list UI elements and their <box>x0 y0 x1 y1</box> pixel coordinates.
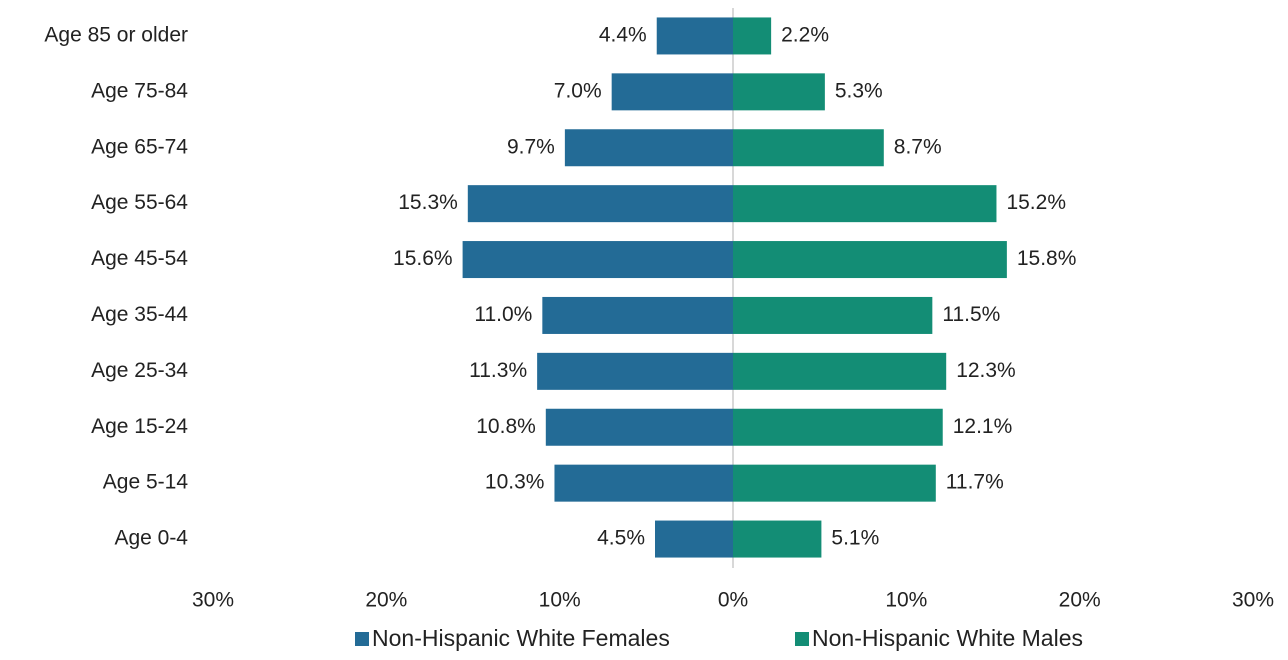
value-label: 9.7% <box>507 135 555 158</box>
category-label: Age 15-24 <box>91 415 188 438</box>
value-label: 2.2% <box>781 23 829 46</box>
value-label: 4.4% <box>599 23 647 46</box>
legend-swatch <box>795 632 809 646</box>
bar <box>462 241 733 279</box>
value-label: 5.3% <box>835 79 883 102</box>
bar <box>733 296 933 334</box>
bar <box>733 464 936 502</box>
bar <box>655 520 733 558</box>
value-label: 15.8% <box>1017 247 1077 270</box>
category-label: Age 35-44 <box>91 303 188 326</box>
bar <box>733 185 997 223</box>
value-label: 11.3% <box>469 359 527 382</box>
legend-label: Non-Hispanic White Females <box>372 625 670 651</box>
category-label: Age 45-54 <box>91 247 188 270</box>
value-label: 15.3% <box>398 191 458 214</box>
x-tick-label: 30% <box>1232 589 1274 612</box>
bar <box>733 408 943 446</box>
bar <box>733 520 822 558</box>
x-tick-label: 10% <box>539 589 581 612</box>
value-label: 15.6% <box>393 247 453 270</box>
value-label: 7.0% <box>554 79 602 102</box>
bar <box>542 296 733 334</box>
value-label: 15.2% <box>1006 191 1066 214</box>
legend-label: Non-Hispanic White Males <box>812 625 1083 651</box>
bar <box>733 241 1007 279</box>
x-tick-label: 20% <box>365 589 407 612</box>
value-label: 12.3% <box>956 359 1016 382</box>
bar <box>733 129 884 167</box>
x-tick-label: 30% <box>192 589 234 612</box>
x-tick-label: 0% <box>718 589 748 612</box>
value-label: 10.3% <box>485 471 545 494</box>
bar <box>733 17 772 55</box>
value-label: 10.8% <box>476 415 536 438</box>
category-label: Age 85 or older <box>44 23 188 46</box>
bar <box>733 73 825 111</box>
x-tick-label: 10% <box>885 589 927 612</box>
value-label: 11.7% <box>946 471 1004 494</box>
value-label: 4.5% <box>597 527 645 550</box>
bar <box>564 129 733 167</box>
bar <box>611 73 733 111</box>
value-label: 11.5% <box>942 303 1000 326</box>
category-label: Age 55-64 <box>91 191 188 214</box>
category-label: Age 75-84 <box>91 79 188 102</box>
category-label: Age 25-34 <box>91 359 188 382</box>
bar <box>467 185 733 223</box>
value-label: 11.0% <box>474 303 532 326</box>
category-label: Age 5-14 <box>103 471 189 494</box>
category-label: Age 0-4 <box>114 527 188 550</box>
bar <box>545 408 733 446</box>
value-label: 5.1% <box>831 527 879 550</box>
value-label: 8.7% <box>894 135 942 158</box>
bar <box>733 352 947 390</box>
bar <box>554 464 733 502</box>
x-tick-label: 20% <box>1059 589 1101 612</box>
category-label: Age 65-74 <box>91 135 188 158</box>
bar <box>656 17 733 55</box>
value-label: 12.1% <box>953 415 1013 438</box>
legend-swatch <box>355 632 369 646</box>
bar <box>537 352 733 390</box>
